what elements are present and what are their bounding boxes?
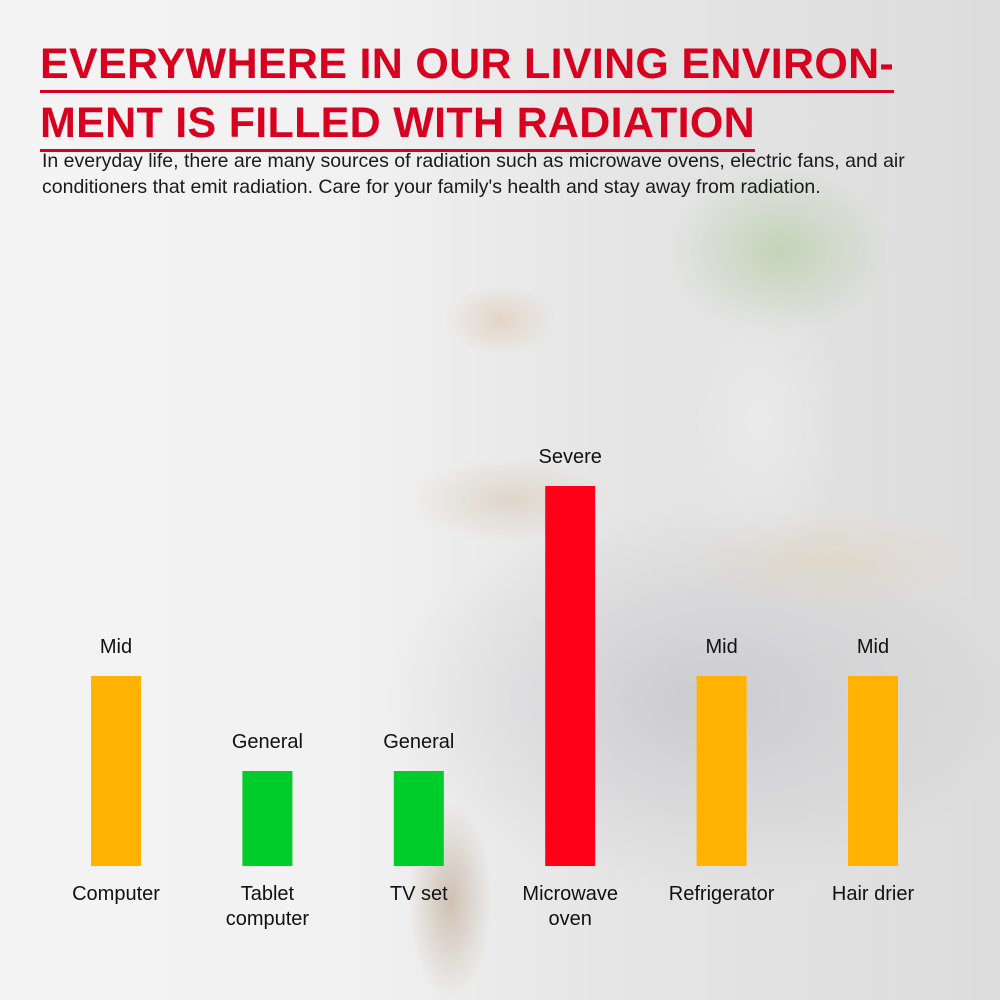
data-label-2: General xyxy=(383,731,454,753)
category-label-3: Microwave xyxy=(522,883,618,905)
category-label-3: oven xyxy=(549,908,592,930)
bar-0 xyxy=(91,676,141,866)
description: In everyday life, there are many sources… xyxy=(42,150,905,198)
data-label-4: Mid xyxy=(705,636,737,658)
category-label-4: Refrigerator xyxy=(669,883,775,905)
page-title: EVERYWHERE IN OUR LIVING ENVIRON- MENT I… xyxy=(40,36,895,154)
category-label-1: Tablet xyxy=(241,883,295,905)
data-label-1: General xyxy=(232,731,303,753)
category-label-0: Computer xyxy=(72,883,160,905)
data-label-3: Severe xyxy=(539,446,602,468)
bar-4 xyxy=(696,676,747,866)
data-label-0: Mid xyxy=(100,636,132,658)
title-line-1: EVERYWHERE IN OUR LIVING ENVIRON- xyxy=(40,40,895,93)
category-label-2: TV set xyxy=(390,883,448,905)
category-label-5: Hair drier xyxy=(832,883,915,905)
bar-5 xyxy=(848,676,898,866)
bar-3 xyxy=(545,486,596,866)
bar-1 xyxy=(242,771,293,866)
data-label-5: Mid xyxy=(857,636,889,658)
category-label-1: computer xyxy=(226,908,310,930)
bar-2 xyxy=(393,771,444,866)
title-line-2: MENT IS FILLED WITH RADIATION xyxy=(40,99,755,152)
